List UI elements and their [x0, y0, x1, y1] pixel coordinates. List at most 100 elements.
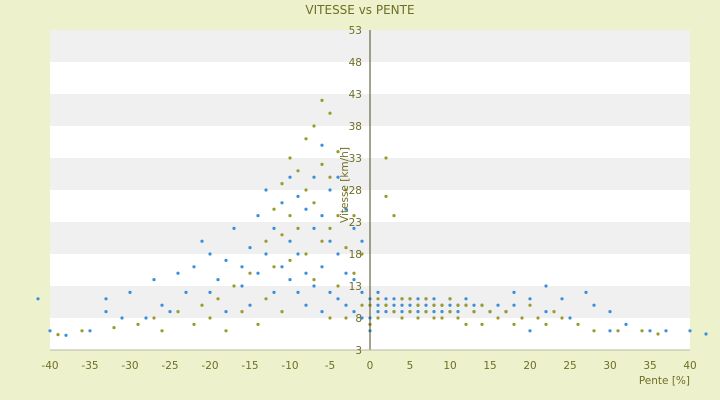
data-point — [264, 188, 268, 192]
data-point — [408, 297, 412, 301]
data-point — [688, 329, 692, 333]
x-tick-label: 15 — [483, 360, 496, 372]
data-point — [272, 207, 276, 211]
data-point — [272, 226, 276, 230]
data-point — [48, 329, 52, 333]
data-point — [280, 182, 284, 186]
data-point — [648, 329, 652, 333]
data-point — [576, 322, 580, 326]
data-point — [616, 329, 620, 333]
data-point — [312, 284, 316, 288]
data-point — [224, 310, 228, 314]
data-point — [320, 98, 324, 102]
data-point — [232, 284, 236, 288]
data-point — [160, 303, 164, 307]
x-tick-label: 10 — [443, 360, 456, 372]
x-tick-label: 20 — [523, 360, 536, 372]
data-point — [280, 310, 284, 314]
data-point — [304, 303, 308, 307]
y-tick-label: 53 — [349, 25, 362, 37]
data-point — [256, 214, 260, 218]
data-point — [200, 303, 204, 307]
data-point — [440, 310, 444, 314]
data-point — [384, 310, 388, 314]
data-point — [392, 303, 396, 307]
x-tick-label: -35 — [81, 360, 98, 372]
data-point — [288, 175, 292, 179]
x-tick-label: -20 — [201, 360, 218, 372]
data-point — [448, 303, 452, 307]
data-point — [36, 297, 40, 301]
data-point — [352, 278, 356, 282]
y-tick-label: 13 — [349, 281, 362, 293]
data-point — [528, 297, 532, 301]
data-point — [336, 297, 340, 301]
y-tick-label: 8 — [355, 313, 362, 325]
data-point — [152, 316, 156, 320]
data-point — [224, 329, 228, 333]
data-point — [320, 214, 324, 218]
data-point — [552, 310, 556, 314]
x-tick-label: 5 — [407, 360, 414, 372]
y-tick-label: 33 — [349, 153, 362, 165]
x-axis-label: Pente [%] — [639, 375, 690, 387]
data-point — [504, 310, 508, 314]
data-point — [328, 111, 332, 115]
data-point — [656, 332, 660, 336]
data-point — [272, 290, 276, 294]
data-point — [208, 252, 212, 256]
data-point — [360, 252, 364, 256]
data-point — [296, 226, 300, 230]
x-tick-label: -25 — [161, 360, 178, 372]
data-point — [344, 303, 348, 307]
x-tick-label: 30 — [603, 360, 616, 372]
data-point — [312, 124, 316, 128]
data-point — [464, 322, 468, 326]
data-point — [360, 316, 364, 320]
data-point — [496, 303, 500, 307]
data-point — [704, 332, 708, 336]
data-point — [344, 316, 348, 320]
x-tick-label: -5 — [325, 360, 335, 372]
x-tick-label: -40 — [41, 360, 58, 372]
data-point — [640, 329, 644, 333]
data-point — [448, 297, 452, 301]
data-point — [352, 271, 356, 275]
data-point — [272, 265, 276, 269]
data-point — [104, 297, 108, 301]
data-point — [424, 303, 428, 307]
data-point — [336, 284, 340, 288]
data-point — [336, 214, 340, 218]
data-point — [312, 175, 316, 179]
data-point — [488, 310, 492, 314]
data-point — [464, 297, 468, 301]
data-point — [376, 297, 380, 301]
data-point — [296, 169, 300, 173]
y-axis-label: Vitesse [km/h] — [339, 147, 351, 223]
data-point — [304, 188, 308, 192]
data-point — [392, 297, 396, 301]
data-point — [264, 252, 268, 256]
axes — [50, 30, 690, 351]
data-point — [304, 207, 308, 211]
data-point — [416, 297, 420, 301]
data-point — [248, 246, 252, 250]
data-point — [432, 310, 436, 314]
data-point — [408, 303, 412, 307]
data-point — [200, 239, 204, 243]
data-point — [408, 310, 412, 314]
data-point — [312, 278, 316, 282]
data-point — [80, 329, 84, 333]
data-point — [496, 316, 500, 320]
data-point — [416, 310, 420, 314]
data-point — [440, 316, 444, 320]
y-tick-label: 23 — [349, 217, 362, 229]
data-point — [472, 303, 476, 307]
data-point — [440, 303, 444, 307]
data-point — [320, 239, 324, 243]
data-point — [288, 156, 292, 160]
data-point — [608, 310, 612, 314]
data-point — [432, 316, 436, 320]
data-point — [328, 290, 332, 294]
